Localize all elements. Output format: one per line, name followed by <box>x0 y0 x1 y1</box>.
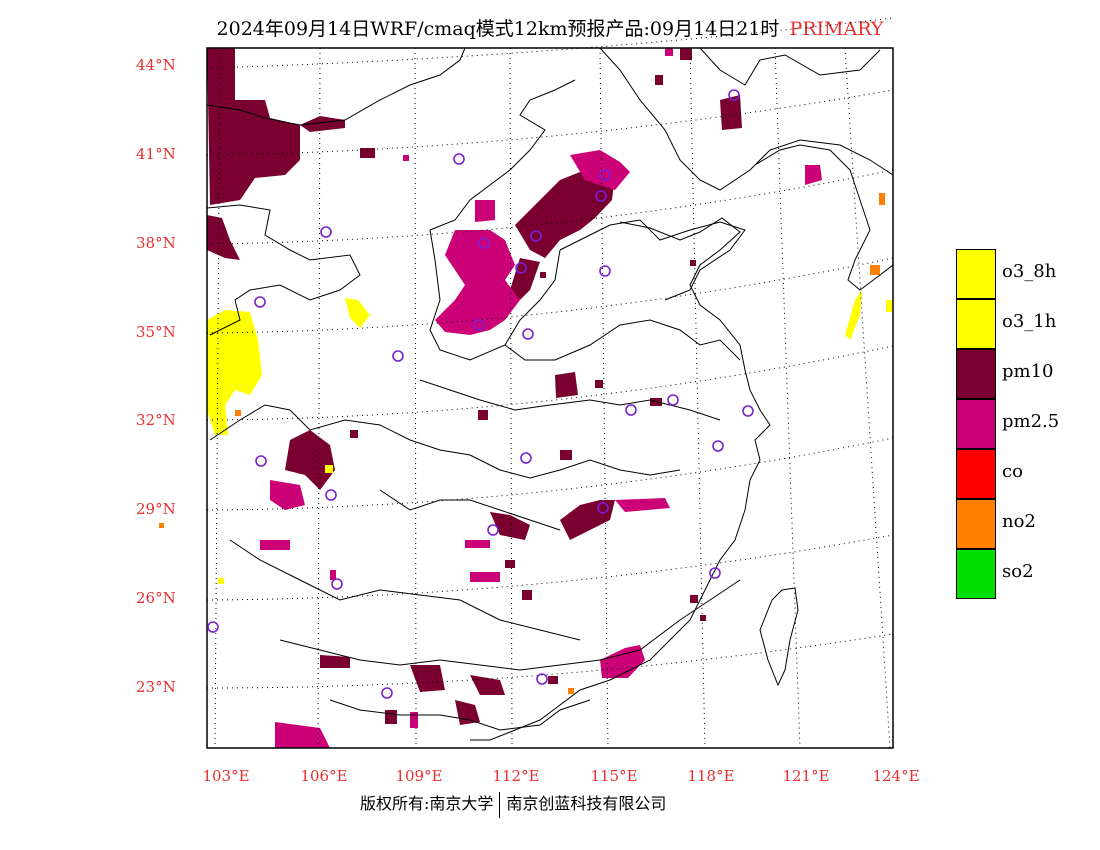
pm25-patch-guangdong <box>600 645 645 678</box>
pollution-speckles <box>159 48 706 728</box>
no2-patch-east <box>879 193 885 205</box>
pm25-patch-shanxi <box>435 230 520 335</box>
legend-swatch-no2 <box>956 499 996 549</box>
pm10-patch-guangdong <box>410 665 445 692</box>
lon-label-121: 121°E <box>782 767 830 785</box>
lat-label-29: 29°N <box>136 500 176 518</box>
legend-label-o3-8h: o3_8h <box>1002 261 1057 282</box>
o3-patch-west <box>207 310 262 435</box>
o3-patch-east-edge <box>886 300 892 312</box>
lat-label-23: 23°N <box>136 678 176 696</box>
legend-label-pm10: pm10 <box>1002 361 1054 382</box>
lon-label-112: 112°E <box>492 767 540 785</box>
legend-label-no2: no2 <box>1002 511 1036 532</box>
map-frame <box>206 47 894 749</box>
taiwan-outline <box>759 587 799 687</box>
o3-patch-qinghai <box>345 298 370 328</box>
coastline <box>470 144 894 741</box>
lon-label-124: 124°E <box>872 767 920 785</box>
lon-label-103: 103°E <box>202 767 250 785</box>
no2-patch-korea <box>870 265 880 275</box>
title-primary-tag: PRIMARY <box>789 18 884 40</box>
lon-label-106: 106°E <box>300 767 348 785</box>
lat-label-32: 32°N <box>136 411 176 429</box>
pm25-patch-sichuan <box>270 480 305 510</box>
legend-label-co: co <box>1002 461 1023 482</box>
pm25-patch-beijing <box>570 150 630 190</box>
lat-label-26: 26°N <box>136 589 176 607</box>
pm25-patch-jiangxi <box>615 498 670 512</box>
legend-swatch-o3-8h <box>956 249 996 299</box>
pm25-patch-yunnan <box>275 722 330 748</box>
legend-swatch-co <box>956 449 996 499</box>
lon-label-109: 109°E <box>395 767 443 785</box>
map-title: 2024年09月14日WRF/cmaq模式12km预报产品:09月14日21时 P… <box>0 14 1100 41</box>
footer-separator <box>499 791 501 818</box>
footer-company: 南京创蓝科技有限公司 <box>506 794 667 813</box>
pm10-patch-northwest <box>207 48 345 205</box>
pm10-patch-hebei <box>510 258 540 300</box>
legend-label-pm25: pm2.5 <box>1002 411 1060 432</box>
pm10-patch-west <box>207 215 240 260</box>
legend-label-o3-1h: o3_1h <box>1002 311 1057 332</box>
pm25-patch-northeast <box>805 165 822 185</box>
lon-label-115: 115°E <box>590 767 638 785</box>
province-boundaries <box>206 47 894 731</box>
legend-swatch-pm10 <box>956 349 996 399</box>
graticule <box>206 17 894 749</box>
pm10-patch-guangxi <box>320 655 350 668</box>
pm10-patch-jiangxi <box>560 500 615 540</box>
footer-copyright: 版权所有:南京大学 <box>360 794 494 813</box>
pm25-patch-north <box>475 200 495 222</box>
pm10-patch-coast <box>470 675 505 695</box>
legend-label-so2: so2 <box>1002 561 1034 582</box>
legend-swatch-pm25 <box>956 399 996 449</box>
pm10-patch-liaoning <box>720 95 742 130</box>
lat-label-35: 35°N <box>136 323 176 341</box>
pm10-patch-sichuan <box>285 430 335 490</box>
copyright-footer: 版权所有:南京大学 南京创蓝科技有限公司 <box>360 790 666 818</box>
legend-swatch-so2 <box>956 549 996 599</box>
pm10-patch-henan <box>555 372 578 398</box>
lon-label-118: 118°E <box>687 767 735 785</box>
pm10-patch-hainan <box>455 700 480 725</box>
lat-label-41: 41°N <box>136 145 176 163</box>
title-main: 2024年09月14日WRF/cmaq模式12km预报产品:09月14日21时 <box>216 18 780 40</box>
o3-patch-east-sea <box>845 290 862 340</box>
lat-label-38: 38°N <box>136 234 176 252</box>
legend-swatch-o3-1h <box>956 299 996 349</box>
lat-label-44: 44°N <box>136 56 176 74</box>
station-markers <box>207 89 754 699</box>
pm10-patch-hunan <box>490 512 530 540</box>
